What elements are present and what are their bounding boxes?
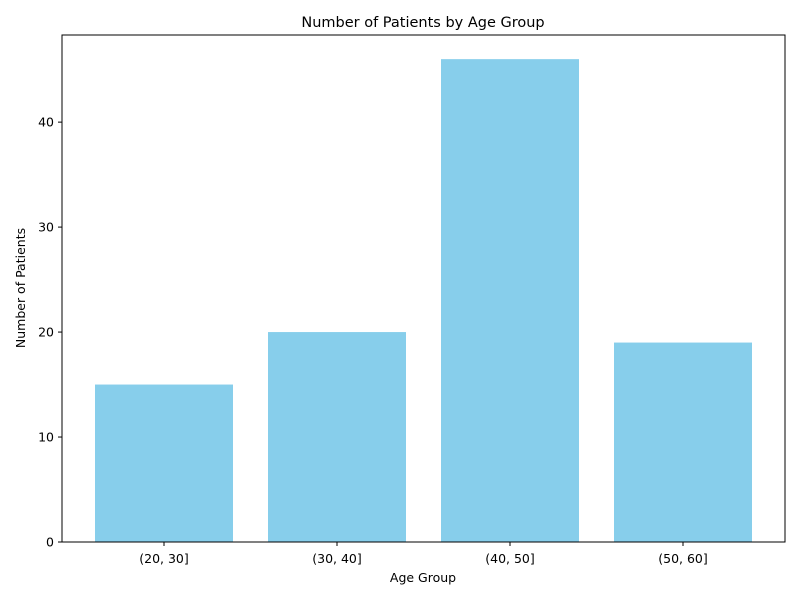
bar (614, 342, 752, 542)
y-axis-label: Number of Patients (13, 228, 28, 348)
bar (441, 59, 579, 543)
chart-title: Number of Patients by Age Group (301, 15, 544, 31)
x-tick-label: (20, 30] (139, 551, 189, 566)
x-tick-label: (50, 60] (658, 551, 708, 566)
y-tick-label: 0 (46, 535, 54, 550)
y-tick-label: 30 (38, 220, 54, 235)
bars-layer (95, 59, 752, 543)
y-tick-label: 20 (38, 325, 54, 340)
x-tick-label: (30, 40] (312, 551, 362, 566)
y-tick-label: 40 (38, 115, 54, 130)
bar (95, 384, 233, 542)
bar (268, 332, 406, 542)
x-axis: (20, 30] (30, 40] (40, 50] (50, 60] (139, 542, 708, 566)
y-axis: 0 10 20 30 40 (38, 115, 62, 550)
y-tick-label: 10 (38, 430, 54, 445)
plot-frame (61, 34, 786, 543)
x-axis-label: Age Group (390, 570, 456, 585)
x-tick-label: (40, 50] (485, 551, 535, 566)
